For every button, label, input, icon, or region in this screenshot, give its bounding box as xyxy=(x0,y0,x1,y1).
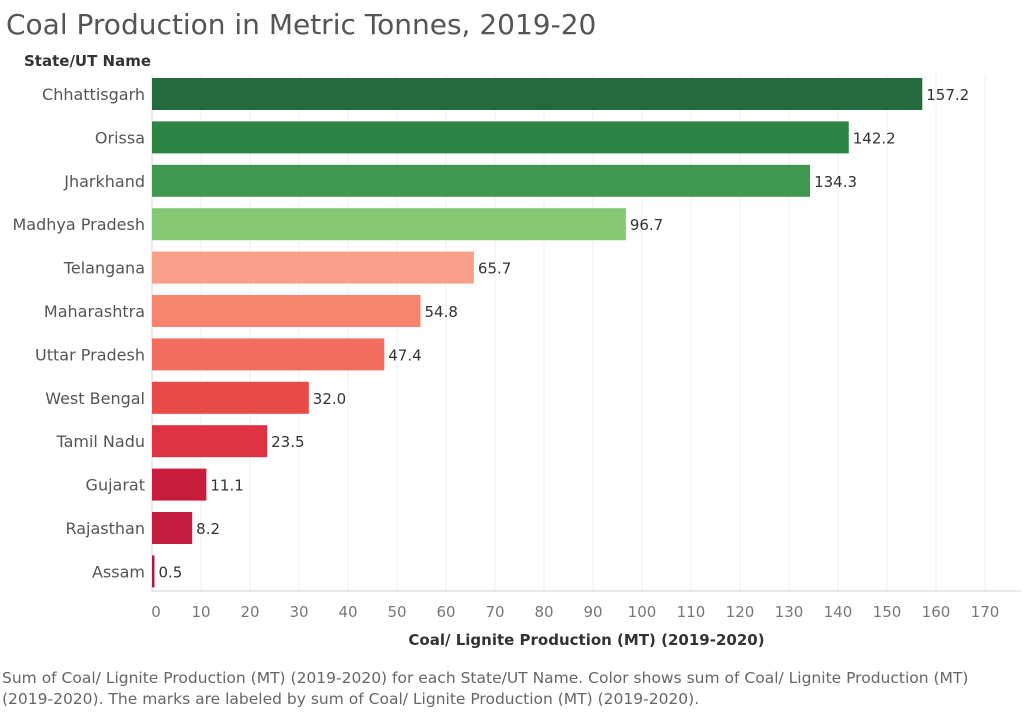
value-label: 23.5 xyxy=(271,433,304,451)
chart-title: Coal Production in Metric Tonnes, 2019-2… xyxy=(6,8,597,41)
category-label: Orissa xyxy=(95,128,145,147)
bar[interactable] xyxy=(152,295,421,327)
x-tick-label: 40 xyxy=(338,603,357,621)
value-label: 0.5 xyxy=(158,563,182,581)
bar[interactable] xyxy=(152,555,155,588)
category-label: Jharkhand xyxy=(63,172,145,191)
value-label: 47.4 xyxy=(388,346,421,364)
x-tick-label: 70 xyxy=(485,603,504,621)
bar[interactable] xyxy=(152,251,474,284)
row-header: State/UT Name xyxy=(24,52,152,70)
value-label: 134.3 xyxy=(814,173,857,191)
x-tick-label: 100 xyxy=(628,603,657,621)
chart-caption: Sum of Coal/ Lignite Production (MT) (20… xyxy=(2,669,969,708)
category-label: Assam xyxy=(92,562,145,581)
value-label: 11.1 xyxy=(210,477,243,495)
bars xyxy=(152,78,923,588)
gridlines xyxy=(151,74,1021,592)
x-tick-label: 0 xyxy=(151,603,161,621)
x-tick-label: 60 xyxy=(436,603,455,621)
x-axis-title: Coal/ Lignite Production (MT) (2019-2020… xyxy=(408,631,764,649)
x-tick-label: 160 xyxy=(922,603,951,621)
value-label: 8.2 xyxy=(196,520,220,538)
x-tick-label: 130 xyxy=(775,603,804,621)
category-label: Madhya Pradesh xyxy=(13,215,146,234)
x-tick-label: 10 xyxy=(191,603,210,621)
x-tick-label: 140 xyxy=(824,603,853,621)
x-tick-label: 170 xyxy=(971,603,1000,621)
x-axis-ticks: 0 10 20 30 40 50 60 70 80 90 100 110 120 130 140 150 160… xyxy=(151,603,999,621)
bar[interactable] xyxy=(152,121,849,154)
value-label: 65.7 xyxy=(478,260,511,278)
bar[interactable] xyxy=(152,468,207,501)
bar[interactable] xyxy=(152,164,811,197)
bar[interactable] xyxy=(152,425,268,458)
category-label: Rajasthan xyxy=(65,519,145,538)
bar[interactable] xyxy=(152,381,309,414)
value-label: 142.2 xyxy=(853,129,896,147)
x-tick-label: 80 xyxy=(534,603,553,621)
bar[interactable] xyxy=(152,208,626,241)
category-labels: Chhattisgarh Orissa Jharkhand Madhya Prades… xyxy=(13,85,146,581)
category-label: Telangana xyxy=(63,259,145,278)
x-tick-label: 90 xyxy=(583,603,602,621)
x-tick-label: 110 xyxy=(677,603,706,621)
value-label: 157.2 xyxy=(926,86,969,104)
bar-chart: Chhattisgarh Orissa Jharkhand Madhya Prades… xyxy=(13,74,1021,649)
x-tick-label: 150 xyxy=(873,603,902,621)
x-tick-label: 50 xyxy=(387,603,406,621)
value-label: 96.7 xyxy=(630,216,663,234)
x-tick-label: 20 xyxy=(240,603,259,621)
category-label: Maharashtra xyxy=(44,302,145,321)
value-label: 54.8 xyxy=(425,303,458,321)
category-label: Uttar Pradesh xyxy=(35,345,145,364)
category-label: West Bengal xyxy=(45,389,145,408)
category-label: Gujarat xyxy=(86,476,145,495)
bar[interactable] xyxy=(152,78,923,110)
bar[interactable] xyxy=(152,338,385,371)
category-label: Chhattisgarh xyxy=(42,85,145,104)
category-label: Tamil Nadu xyxy=(55,432,145,451)
value-labels: 157.2 142.2 134.3 96.7 65.7 54.8 47.4 32.0 23.5 1… xyxy=(158,86,969,581)
value-label: 32.0 xyxy=(313,390,346,408)
x-tick-label: 30 xyxy=(289,603,308,621)
bar[interactable] xyxy=(152,512,193,544)
x-tick-label: 120 xyxy=(726,603,755,621)
